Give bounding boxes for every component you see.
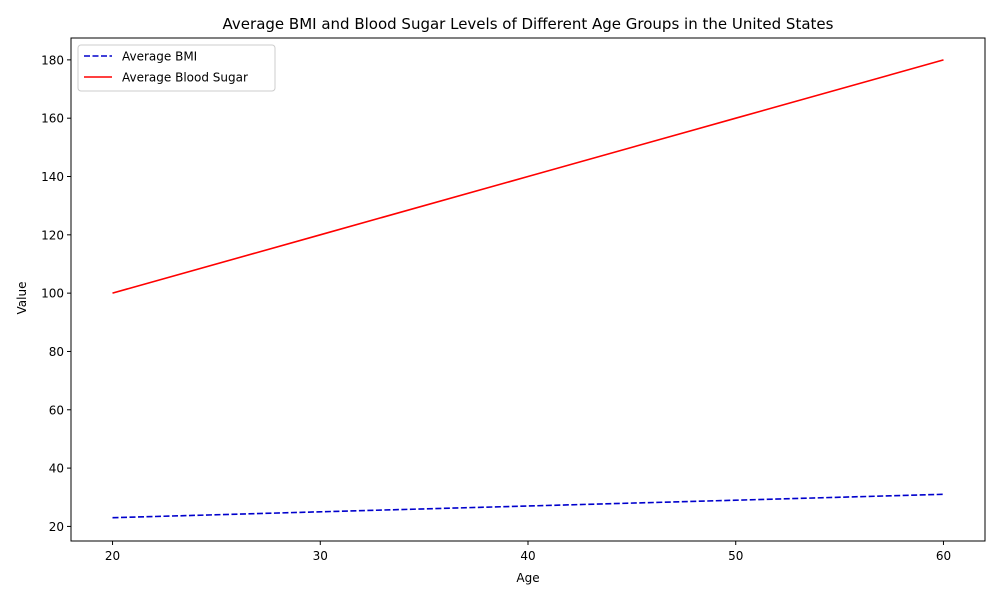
y-tick-label: 180 [41, 53, 64, 67]
series-line-1 [112, 59, 944, 294]
x-tick-label: 50 [728, 549, 743, 563]
y-tick-label: 40 [49, 462, 64, 476]
y-tick-label: 160 [41, 112, 64, 126]
x-tick-label: 40 [520, 549, 535, 563]
x-tick-label: 20 [105, 549, 120, 563]
y-tick-label: 20 [49, 520, 64, 534]
y-tick-label: 60 [49, 403, 64, 417]
legend-label-1: Average Blood Sugar [122, 71, 248, 85]
series-lines [112, 59, 944, 519]
chart-title: Average BMI and Blood Sugar Levels of Di… [223, 15, 834, 33]
legend-label-0: Average BMI [122, 50, 197, 64]
y-tick-label: 100 [41, 287, 64, 301]
x-axis-label: Age [516, 571, 539, 585]
y-axis: 20 40 60 80 100 120 140 160 180 [41, 53, 71, 534]
y-tick-label: 80 [49, 345, 64, 359]
series-line-0 [112, 493, 944, 519]
y-tick-label: 120 [41, 228, 64, 242]
legend: Average BMI Average Blood Sugar [77, 44, 276, 92]
y-axis-label: Value [15, 282, 29, 315]
x-axis: 20 30 40 50 60 [105, 541, 951, 563]
x-tick-label: 30 [313, 549, 328, 563]
x-tick-label: 60 [936, 549, 951, 563]
legend-box [77, 44, 276, 92]
y-tick-label: 140 [41, 170, 64, 184]
